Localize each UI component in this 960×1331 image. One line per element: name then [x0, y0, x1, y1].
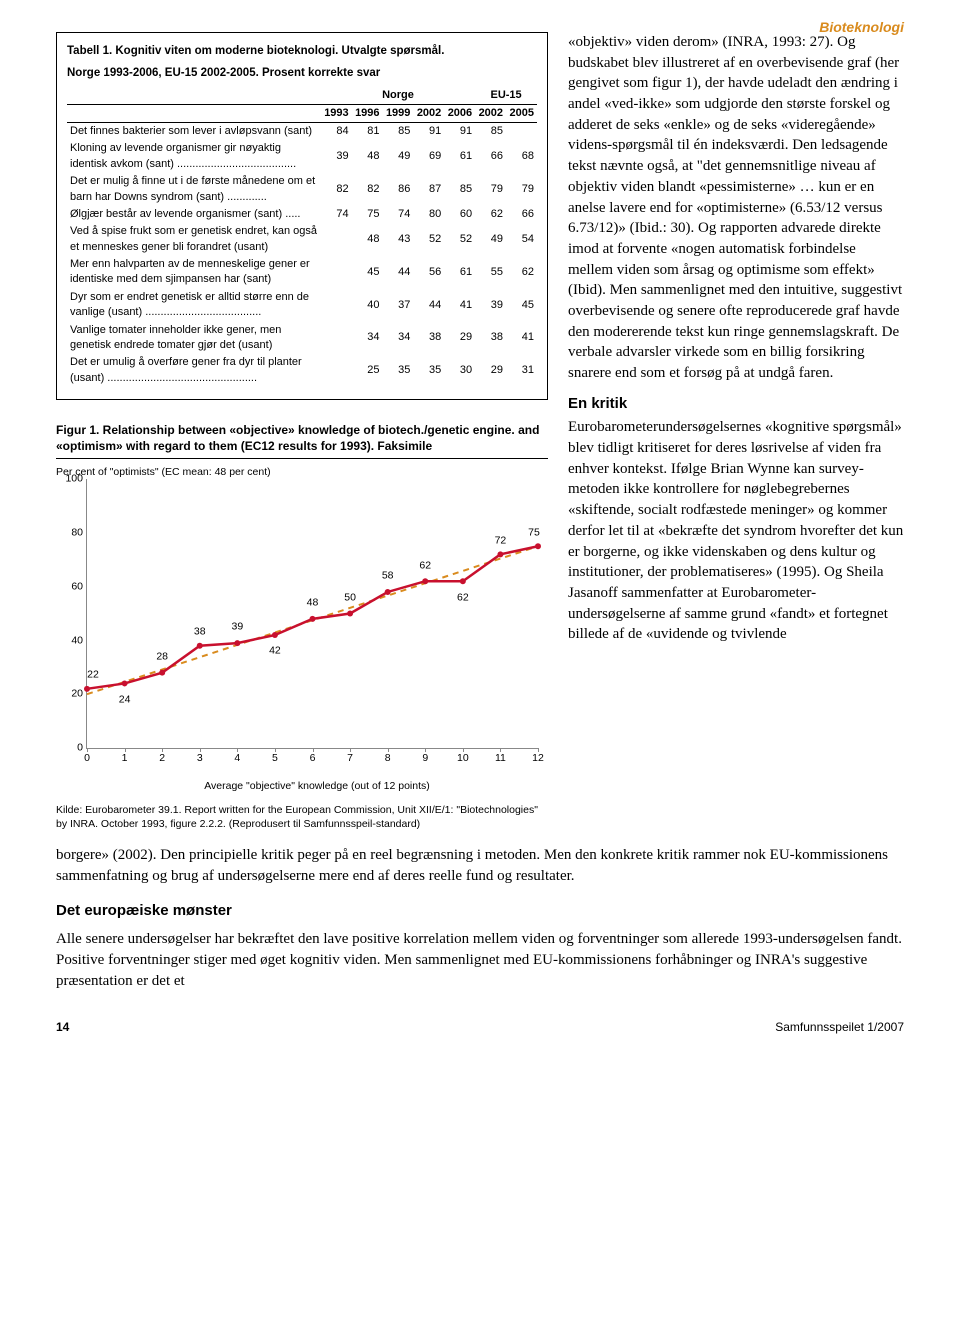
point-label: 50	[344, 590, 356, 605]
table-row: Det er umulig å overføre gener fra dyr t…	[67, 354, 537, 387]
publication: Samfunnsspeilet 1/2007	[775, 1019, 904, 1036]
point-label: 62	[457, 590, 469, 605]
table-row: Kloning av levende organismer gir nøyakt…	[67, 140, 537, 173]
y-axis-label: Per cent of "optimists" (EC mean: 48 per…	[56, 465, 548, 480]
figure-source: Kilde: Eurobarometer 39.1. Report writte…	[56, 804, 548, 831]
body-text-right: «objektiv» viden derom» (INRA, 1993: 27)…	[568, 32, 904, 831]
body-text-full: borgere» (2002). Den principielle kritik…	[56, 845, 904, 991]
y-tick: 100	[65, 472, 87, 487]
y-tick: 80	[71, 526, 87, 541]
point-label: 38	[194, 625, 206, 640]
x-axis-label: Average "objective" knowledge (out of 12…	[86, 779, 548, 794]
chart: 0204060801000123456789101112222428383942…	[56, 479, 546, 779]
table-row: Ølgjær består av levende organismer (san…	[67, 206, 537, 223]
point-label: 48	[307, 596, 319, 611]
point-label: 24	[119, 692, 131, 707]
y-tick: 60	[71, 580, 87, 595]
paragraph-4: Alle senere undersøgelser har bekræftet …	[56, 929, 904, 991]
page-number: 14	[56, 1019, 69, 1036]
table-title: Tabell 1. Kognitiv viten om moderne biot…	[67, 43, 537, 59]
y-tick: 40	[71, 633, 87, 648]
point-label: 72	[495, 533, 507, 548]
heading-monster: Det europæiske mønster	[56, 901, 904, 922]
table-row: Dyr som er endret genetisk er alltid stø…	[67, 289, 537, 322]
point-label: 39	[231, 620, 243, 635]
table-year-row: 1993 1996 1999 2002 2006 2002 2005	[67, 104, 537, 122]
table-row: Vanlige tomater inneholder ikke gener, m…	[67, 322, 537, 355]
table-row: Mer enn halvparten av de menneskelige ge…	[67, 256, 537, 289]
table-row: Ved å spise frukt som er genetisk endret…	[67, 223, 537, 256]
point-label: 22	[87, 668, 99, 683]
figure-caption: Figur 1. Relationship between «objective…	[56, 422, 548, 454]
table-row: Det finnes bakterier som lever i avløpsv…	[67, 122, 537, 140]
point-label: 28	[156, 650, 168, 665]
data-table: Norge EU-15 1993 1996 1999 2002 2006 200…	[67, 87, 537, 387]
paragraph-1: «objektiv» viden derom» (INRA, 1993: 27)…	[568, 32, 904, 384]
heading-kritik: En kritik	[568, 394, 904, 415]
paragraph-2: Eurobarometerundersøgelsernes «kognitive…	[568, 417, 904, 645]
table-1: Tabell 1. Kognitiv viten om moderne biot…	[56, 32, 548, 400]
point-label: 62	[419, 558, 431, 573]
table-subtitle: Norge 1993-2006, EU-15 2002-2005. Prosen…	[67, 65, 537, 81]
table-group-norge: Norge	[321, 87, 475, 104]
point-label: 58	[382, 569, 394, 584]
table-group-eu: EU-15	[475, 87, 537, 104]
point-label: 75	[528, 525, 540, 540]
section-header: Bioteknologi	[819, 18, 904, 38]
point-label: 42	[269, 644, 281, 659]
table-row: Det er mulig å finne ut i de første måne…	[67, 173, 537, 206]
paragraph-3: borgere» (2002). Den principielle kritik…	[56, 845, 904, 886]
